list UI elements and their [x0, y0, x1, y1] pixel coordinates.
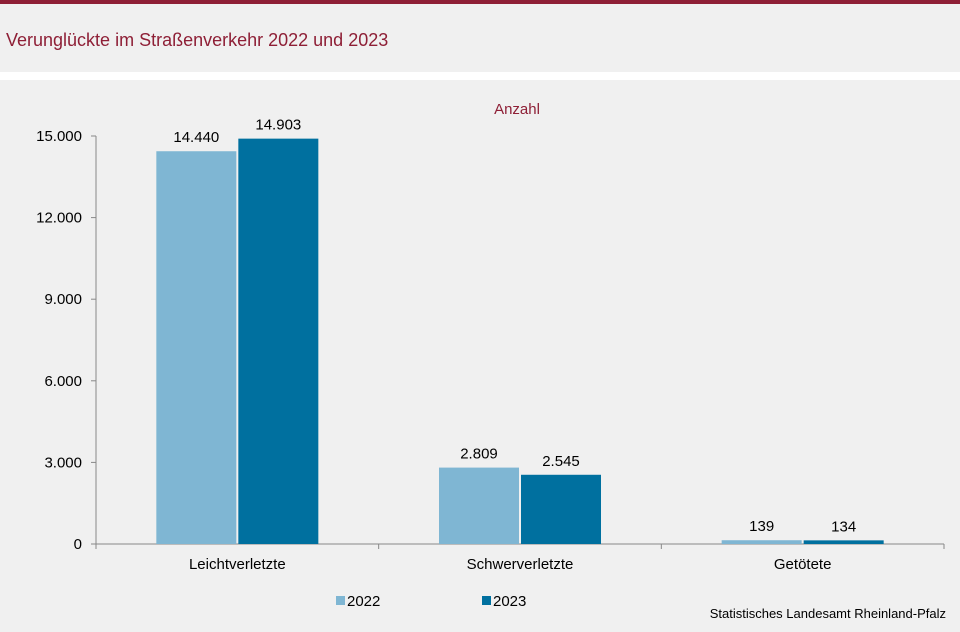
bar-2022 [156, 151, 237, 544]
legend-label: 2023 [493, 593, 526, 610]
page-title: Verunglückte im Straßenverkehr 2022 und … [6, 30, 389, 50]
separator [0, 72, 960, 80]
bar-2023 [238, 138, 319, 544]
data-label: 14.903 [255, 117, 301, 134]
data-labels: 14.440 14.903 2.809 2.545 139 134 [173, 117, 856, 536]
source-note: Statistisches Landesamt Rheinland-Pfalz [710, 606, 946, 621]
bar-2022 [439, 467, 519, 544]
y-tick-label: 3.000 [44, 454, 82, 471]
header: Verunglückte im Straßenverkehr 2022 und … [0, 4, 960, 72]
bar-chart: Anzahl 0 3.000 6.000 9.000 12.000 15.000 14.4… [36, 101, 946, 621]
y-axis-ticks: 0 3.000 6.000 9.000 12.000 15.000 [36, 128, 96, 553]
top-accent-bar [0, 0, 960, 4]
bar-2022 [721, 540, 802, 544]
axes [95, 136, 945, 549]
legend: 2022 2023 [336, 593, 526, 610]
legend-swatch-2022 [336, 596, 345, 605]
data-label: 134 [831, 518, 856, 535]
category-label: Getötete [774, 556, 832, 573]
y-tick-label: 6.000 [44, 373, 82, 390]
y-tick-label: 12.000 [36, 210, 82, 227]
data-label: 2.545 [542, 453, 580, 470]
y-tick-label: 15.000 [36, 128, 82, 145]
unit-label: Anzahl [494, 101, 540, 118]
category-label: Leichtverletzte [189, 556, 286, 573]
y-tick-label: 0 [74, 536, 82, 553]
data-label: 139 [749, 518, 774, 535]
bars [156, 138, 884, 544]
legend-swatch-2023 [482, 596, 491, 605]
bar-2023 [521, 474, 601, 544]
bar-2023 [803, 540, 884, 544]
data-label: 14.440 [173, 129, 219, 146]
legend-label: 2022 [347, 593, 380, 610]
category-label: Schwerverletzte [467, 556, 574, 573]
data-label: 2.809 [460, 446, 498, 463]
y-tick-label: 9.000 [44, 291, 82, 308]
category-labels: Leichtverletzte Schwerverletzte Getötete [189, 556, 831, 573]
